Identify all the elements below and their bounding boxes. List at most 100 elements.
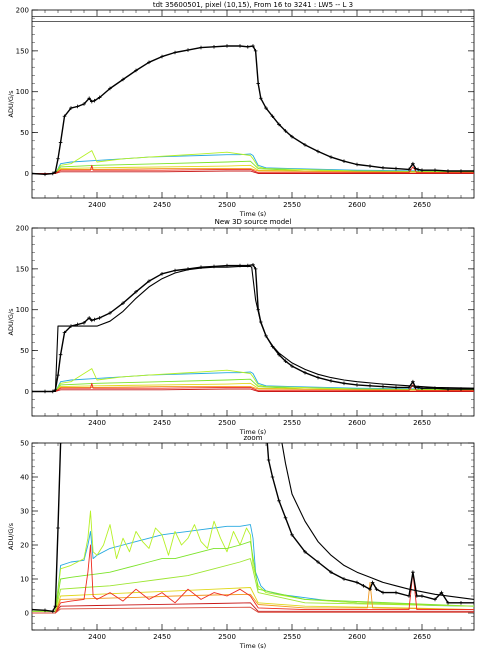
data-point-marker bbox=[394, 590, 398, 595]
component-series-line bbox=[32, 510, 474, 612]
data-point-marker bbox=[420, 594, 424, 598]
component-series-line bbox=[32, 558, 474, 612]
data-point-marker bbox=[53, 388, 58, 392]
data-point-marker bbox=[472, 169, 474, 173]
data-point-marker bbox=[368, 587, 372, 591]
data-point-marker bbox=[290, 134, 294, 139]
y-tick-label: 50 bbox=[20, 129, 29, 137]
data-point-marker bbox=[459, 169, 463, 173]
data-point-marker bbox=[439, 590, 444, 595]
data-point-marker bbox=[290, 364, 294, 368]
data-point-marker bbox=[173, 50, 177, 55]
data-point-marker bbox=[329, 155, 333, 159]
data-point-marker bbox=[225, 263, 229, 268]
data-point-marker bbox=[381, 165, 385, 170]
data-point-marker bbox=[446, 601, 450, 605]
data-point-marker bbox=[420, 168, 424, 173]
data-point-marker bbox=[407, 385, 411, 390]
data-point-marker bbox=[56, 156, 60, 161]
data-point-marker bbox=[160, 54, 164, 59]
data-point-marker bbox=[134, 68, 138, 73]
chart-title: tdt 35600501, pixel (10,15), From 16 to … bbox=[153, 1, 353, 9]
component-series-line bbox=[32, 524, 474, 612]
model-series-line bbox=[32, 265, 474, 393]
data-point-marker bbox=[368, 383, 372, 388]
component-series-line bbox=[32, 160, 474, 174]
data-point-marker bbox=[32, 607, 34, 612]
panel-3d-source-model: New 3D source model 2400 2450 2500 2550 2600 2… bbox=[7, 218, 475, 436]
data-point-marker bbox=[199, 45, 203, 50]
data-point-marker bbox=[97, 316, 102, 320]
y-tick-label: 10 bbox=[20, 576, 29, 584]
x-tick-label: 2550 bbox=[283, 419, 301, 427]
data-point-marker bbox=[53, 170, 58, 174]
data-point-marker bbox=[186, 48, 190, 52]
data-point-marker bbox=[361, 584, 366, 588]
data-point-marker bbox=[270, 344, 275, 349]
data-point-marker bbox=[472, 601, 474, 605]
data-point-marker bbox=[259, 96, 263, 101]
y-tick-label: 200 bbox=[16, 7, 29, 15]
data-point-marker bbox=[43, 389, 47, 394]
y-tick-label: 150 bbox=[16, 47, 29, 55]
data-point-marker bbox=[251, 262, 255, 267]
series-group bbox=[32, 44, 474, 177]
data-point-marker bbox=[212, 44, 216, 49]
data-point-marker bbox=[56, 373, 60, 377]
data-point-marker bbox=[92, 98, 97, 103]
data-point-marker bbox=[259, 320, 263, 324]
data-point-marker bbox=[199, 265, 203, 270]
data-point-marker bbox=[58, 140, 63, 145]
data-point-marker bbox=[420, 386, 424, 391]
component-series-line bbox=[32, 164, 474, 174]
data-point-marker bbox=[32, 171, 34, 176]
data-point-marker bbox=[303, 550, 307, 554]
x-tick-label: 2600 bbox=[348, 633, 366, 641]
x-tick-label: 2500 bbox=[218, 633, 236, 641]
data-point-marker bbox=[238, 44, 242, 48]
component-series-line bbox=[32, 170, 474, 174]
component-series-line bbox=[32, 371, 474, 392]
data-point-marker bbox=[87, 96, 91, 101]
data-point-marker bbox=[316, 560, 320, 564]
data-point-marker bbox=[355, 580, 359, 585]
data-point-marker bbox=[75, 104, 80, 109]
data-point-marker bbox=[459, 601, 463, 605]
data-point-marker bbox=[329, 570, 333, 574]
main-series-line bbox=[32, 45, 474, 176]
x-tick-label: 2550 bbox=[283, 201, 301, 209]
x-axis-label: Time (s) bbox=[239, 210, 266, 218]
panel-zoom: zoom 2400 2450 2500 2550 2600 2650 0 10 20 30 40 50 T… bbox=[7, 424, 475, 650]
y-tick-label: 30 bbox=[20, 508, 29, 516]
x-tick-label: 2500 bbox=[218, 419, 236, 427]
x-tick-label: 2400 bbox=[88, 419, 106, 427]
data-point-marker bbox=[411, 379, 415, 384]
x-axis-label: Time (s) bbox=[239, 642, 266, 650]
data-point-marker bbox=[433, 386, 437, 391]
component-series-line bbox=[32, 388, 474, 392]
x-tick-label: 2650 bbox=[413, 633, 431, 641]
data-point-marker bbox=[225, 44, 229, 48]
data-point-marker bbox=[413, 166, 418, 171]
data-point-marker bbox=[329, 379, 333, 383]
x-tick-label: 2650 bbox=[413, 419, 431, 427]
x-tick-label: 2650 bbox=[413, 201, 431, 209]
y-tick-label: 20 bbox=[20, 542, 29, 550]
data-point-marker bbox=[256, 307, 260, 312]
data-point-marker bbox=[381, 384, 385, 389]
data-point-marker bbox=[32, 389, 34, 394]
data-point-marker bbox=[290, 533, 294, 537]
chart-title: New 3D source model bbox=[215, 218, 292, 226]
x-tick-label: 2600 bbox=[348, 419, 366, 427]
data-point-marker bbox=[61, 424, 65, 428]
data-point-marker bbox=[433, 168, 437, 173]
data-point-marker bbox=[186, 267, 190, 271]
data-point-marker bbox=[316, 375, 320, 380]
data-point-marker bbox=[108, 311, 112, 315]
series-group bbox=[32, 424, 474, 614]
data-point-marker bbox=[342, 159, 346, 164]
data-point-marker bbox=[173, 268, 177, 273]
y-axis-label: ADU/G/s bbox=[7, 308, 15, 336]
y-tick-label: 0 bbox=[25, 170, 29, 178]
